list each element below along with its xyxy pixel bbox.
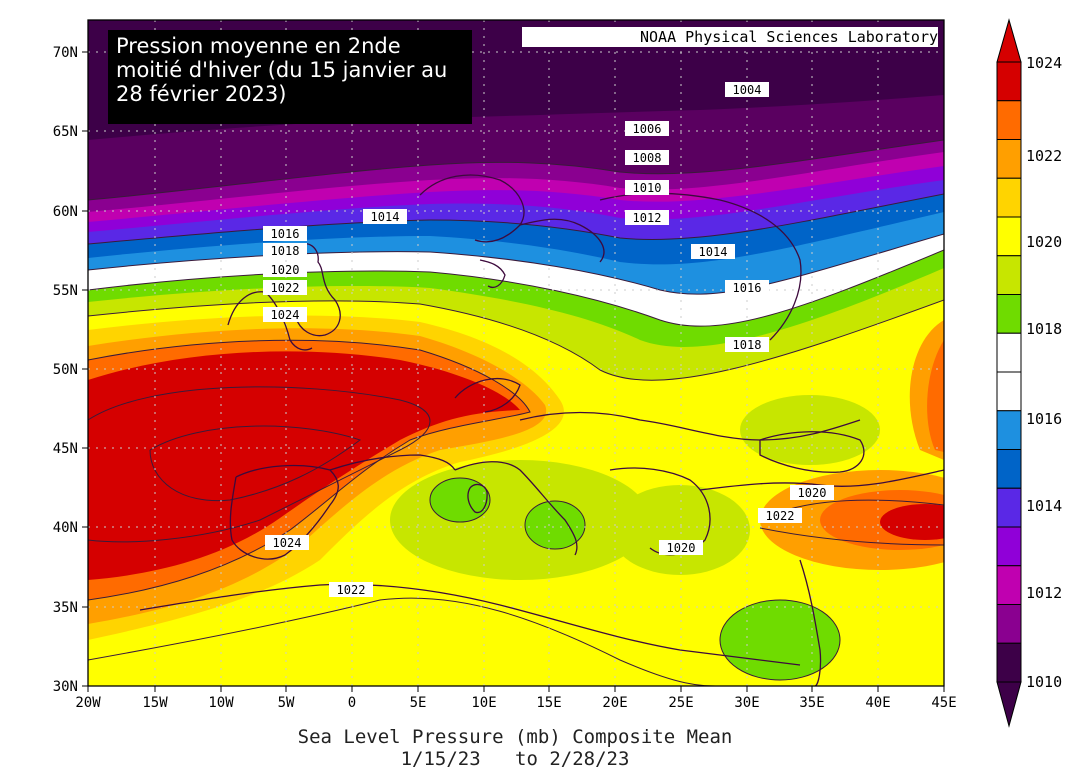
lon-label: 5E	[410, 695, 427, 711]
colorbar-label: 1020	[1026, 233, 1062, 251]
colorbar-segments	[996, 61, 1022, 683]
colorbar-segment	[996, 565, 1022, 605]
colorbar-label: 1018	[1026, 320, 1062, 338]
axis-ticks	[82, 51, 945, 692]
lat-label: 45N	[53, 441, 78, 457]
lat-label: 50N	[53, 362, 78, 378]
colorbar-segment	[996, 139, 1022, 179]
colorbar-segment	[996, 61, 1022, 102]
lon-label: 10W	[208, 695, 234, 711]
colorbar-segment	[996, 487, 1022, 528]
contour-label: 1012	[633, 211, 662, 225]
caption-line-1: Sea Level Pressure (mb) Composite Mean	[297, 726, 733, 748]
contour-label: 1024	[271, 308, 300, 322]
lon-label: 40E	[865, 695, 890, 711]
contour-label: 1008	[633, 151, 662, 165]
colorbar-segment	[996, 449, 1022, 489]
colorbar-segment	[996, 216, 1022, 257]
colorbar-segment	[996, 177, 1022, 218]
colorbar-label: 1022	[1026, 147, 1062, 165]
credit-label: NOAA Physical Sciences Laboratory	[522, 27, 938, 47]
longitude-labels: 20W 15W 10W 5W 0 5E 10E 15E 20E 25E 30E …	[75, 695, 956, 711]
lat-label: 65N	[53, 124, 78, 140]
lon-label: 15E	[536, 695, 561, 711]
colorbar-label: 1016	[1026, 410, 1062, 428]
caption: Sea Level Pressure (mb) Composite Mean 1…	[200, 726, 830, 770]
colorbar-label: 1012	[1026, 584, 1062, 602]
colorbar-bottom-arrow	[996, 681, 1022, 728]
lon-label: 10E	[471, 695, 496, 711]
map-title: Pression moyenne en 2nde moitié d'hiver …	[108, 30, 472, 124]
band-ionian-1018	[525, 501, 585, 549]
colorbar-segment	[996, 255, 1022, 295]
graticule	[88, 20, 944, 686]
contour-label: 1020	[271, 263, 300, 277]
colorbar-segment	[996, 371, 1022, 412]
lon-label: 5W	[278, 695, 295, 711]
contour-value-labels: 1004 1006 1008 1010 1012 1014 1014 1016 …	[263, 82, 834, 597]
lat-label: 40N	[53, 520, 78, 536]
colorbar-segment	[996, 294, 1022, 334]
contour-label: 1024	[273, 536, 302, 550]
lon-label: 45E	[931, 695, 956, 711]
colorbar-label: 1024	[1026, 54, 1062, 72]
colorbar-segment	[996, 332, 1022, 373]
band-tyrrhenian-1018	[430, 478, 490, 522]
contour-label: 1020	[798, 486, 827, 500]
contour-label: 1016	[271, 227, 300, 241]
colorbar-segment	[996, 642, 1022, 683]
lat-label: 60N	[53, 204, 78, 220]
lon-label: 25E	[668, 695, 693, 711]
plot-frame	[87, 19, 945, 687]
band-aegean-1019	[610, 485, 750, 575]
colorbar-top-arrow	[996, 18, 1022, 63]
contour-label: 1022	[271, 281, 300, 295]
lat-label: 35N	[53, 600, 78, 616]
contour-label: 1004	[733, 83, 762, 97]
contour-label: 1018	[733, 338, 762, 352]
lat-label: 30N	[53, 679, 78, 695]
contour-label: 1010	[633, 181, 662, 195]
colorbar: 1024 1022 1020 1018 1016 1014 1012 1010	[996, 18, 1062, 728]
contour-label: 1006	[633, 122, 662, 136]
contour-label: 1022	[337, 583, 366, 597]
lat-label: 70N	[53, 45, 78, 61]
band-central-med-1019	[390, 460, 650, 580]
lon-label: 0	[348, 695, 356, 711]
colorbar-label: 1014	[1026, 497, 1062, 515]
colorbar-segment	[996, 526, 1022, 567]
lon-label: 30E	[734, 695, 759, 711]
lon-label: 35E	[799, 695, 824, 711]
band-east-1024	[880, 504, 944, 540]
coastlines	[139, 174, 944, 686]
contour-label: 1018	[271, 244, 300, 258]
contour-label: 1020	[667, 541, 696, 555]
caption-line-2: 1/15/23 to 2/28/23	[400, 748, 630, 770]
band-east-upper-1023	[927, 340, 944, 452]
band-levant-1018	[720, 600, 840, 680]
colorbar-segment	[996, 604, 1022, 644]
colorbar-label: 1010	[1026, 673, 1062, 691]
contour-label: 1022	[766, 509, 795, 523]
lat-label: 55N	[53, 283, 78, 299]
latitude-labels: 70N 65N 60N 55N 50N 45N 40N 35N 30N	[53, 45, 78, 695]
contour-label: 1014	[699, 245, 728, 259]
contour-label: 1014	[371, 210, 400, 224]
contour-label: 1016	[733, 281, 762, 295]
band-blacksea-1019	[740, 395, 880, 465]
lon-label: 20E	[602, 695, 627, 711]
lon-label: 20W	[75, 695, 101, 711]
colorbar-segment	[996, 410, 1022, 450]
lon-label: 15W	[142, 695, 168, 711]
colorbar-segment	[996, 100, 1022, 140]
